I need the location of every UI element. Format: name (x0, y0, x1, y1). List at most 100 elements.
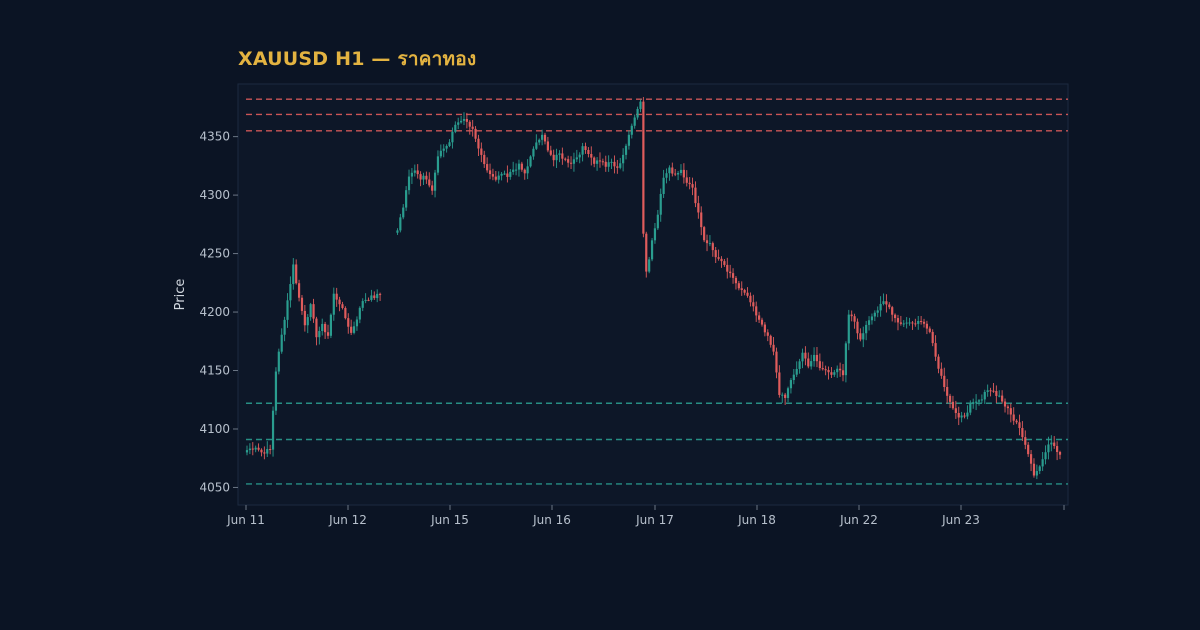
candle-body (743, 290, 746, 293)
candle-body (506, 173, 509, 177)
candle-body (480, 148, 483, 155)
candle-body (862, 333, 865, 340)
candle-body (500, 173, 503, 176)
candle-body (526, 166, 529, 174)
candle-body (755, 306, 758, 316)
candle-body (633, 117, 636, 126)
candle-body (1029, 454, 1033, 464)
plot-area (237, 83, 1069, 506)
candle-body (494, 176, 497, 180)
candle-body (810, 361, 813, 367)
candle-body (355, 319, 359, 327)
candle-body (850, 314, 853, 317)
candle-body (561, 153, 564, 159)
x-tick-label: Jun 18 (737, 513, 776, 527)
x-tick-label: Jun 16 (532, 513, 571, 527)
candle-body (350, 326, 353, 333)
candle-body (940, 368, 943, 376)
candle-body (998, 395, 1001, 397)
candle-body (329, 314, 333, 336)
candle-body (300, 297, 304, 311)
candle-body (827, 369, 830, 373)
candle-body (497, 175, 500, 180)
candle-body (1001, 395, 1004, 402)
candle-body (992, 390, 995, 392)
candle-body (335, 293, 338, 300)
x-tick-label: Jun 12 (328, 513, 367, 527)
candle-body (1047, 444, 1050, 453)
candle-body (269, 449, 272, 451)
candle-body (778, 372, 781, 395)
candle-body (431, 185, 434, 191)
candle-body (436, 156, 440, 173)
candle-body (315, 318, 318, 338)
candle-body (1035, 471, 1038, 476)
candle-body (682, 169, 685, 178)
candle-body (639, 101, 642, 109)
candle-body (847, 314, 850, 344)
candle-body (676, 173, 680, 175)
candle-body (648, 259, 651, 272)
candle-body (662, 177, 665, 194)
candle-body (812, 354, 816, 362)
candle-body (529, 156, 532, 167)
chart-title: XAUUSD H1 — ราคาทอง (238, 48, 477, 70)
candle-body (260, 449, 263, 453)
candle-body (347, 318, 350, 327)
candle-body (321, 323, 324, 332)
candle-body (650, 240, 654, 260)
candle-body (789, 380, 793, 389)
candle-body (541, 134, 544, 140)
y-axis-label: Price (173, 279, 188, 311)
candle-body (723, 261, 726, 265)
candle-body (974, 401, 978, 403)
candle-body (512, 169, 515, 172)
candle-body (520, 163, 523, 170)
candle-body (679, 169, 683, 174)
candle-body (737, 283, 740, 289)
candle-body (471, 126, 474, 129)
candle-body (358, 307, 361, 320)
candle-body (824, 369, 827, 371)
x-tick-label: Jun 17 (635, 513, 674, 527)
candle-body (303, 310, 306, 326)
candle-body (572, 159, 576, 164)
candle-body (671, 167, 674, 174)
candle-body (948, 395, 952, 402)
candle-body (297, 283, 301, 298)
candle-body (841, 370, 845, 376)
candle-body (468, 121, 471, 127)
candle-body (378, 293, 382, 295)
candle-body (983, 391, 986, 400)
candle-body (575, 157, 578, 160)
candle-body (292, 264, 295, 285)
candle-body (318, 331, 321, 338)
candle-body (893, 314, 897, 319)
candle-body (891, 307, 894, 315)
candle-body (483, 154, 486, 165)
candle-body (833, 372, 836, 375)
candle-body (705, 240, 709, 244)
candle-body (700, 212, 703, 228)
candle-body (503, 173, 506, 175)
candle-body (653, 228, 657, 241)
candle-body (665, 173, 668, 178)
candle-body (1009, 408, 1012, 415)
candle-body (749, 295, 752, 303)
candle-body (590, 154, 593, 158)
candle-body (844, 343, 848, 376)
candle-body (601, 161, 604, 163)
candle-body (954, 408, 957, 413)
candle-body (726, 264, 729, 272)
candle-body (879, 303, 882, 311)
candle-body (558, 153, 561, 155)
candle-body (922, 321, 926, 324)
candle-body (668, 167, 671, 174)
candle-body (442, 148, 445, 151)
candle-body (986, 390, 989, 392)
candle-body (410, 172, 414, 177)
candle-body (326, 332, 330, 336)
candle-body (1044, 452, 1047, 460)
candle-body (257, 447, 260, 450)
candle-body (454, 124, 457, 132)
